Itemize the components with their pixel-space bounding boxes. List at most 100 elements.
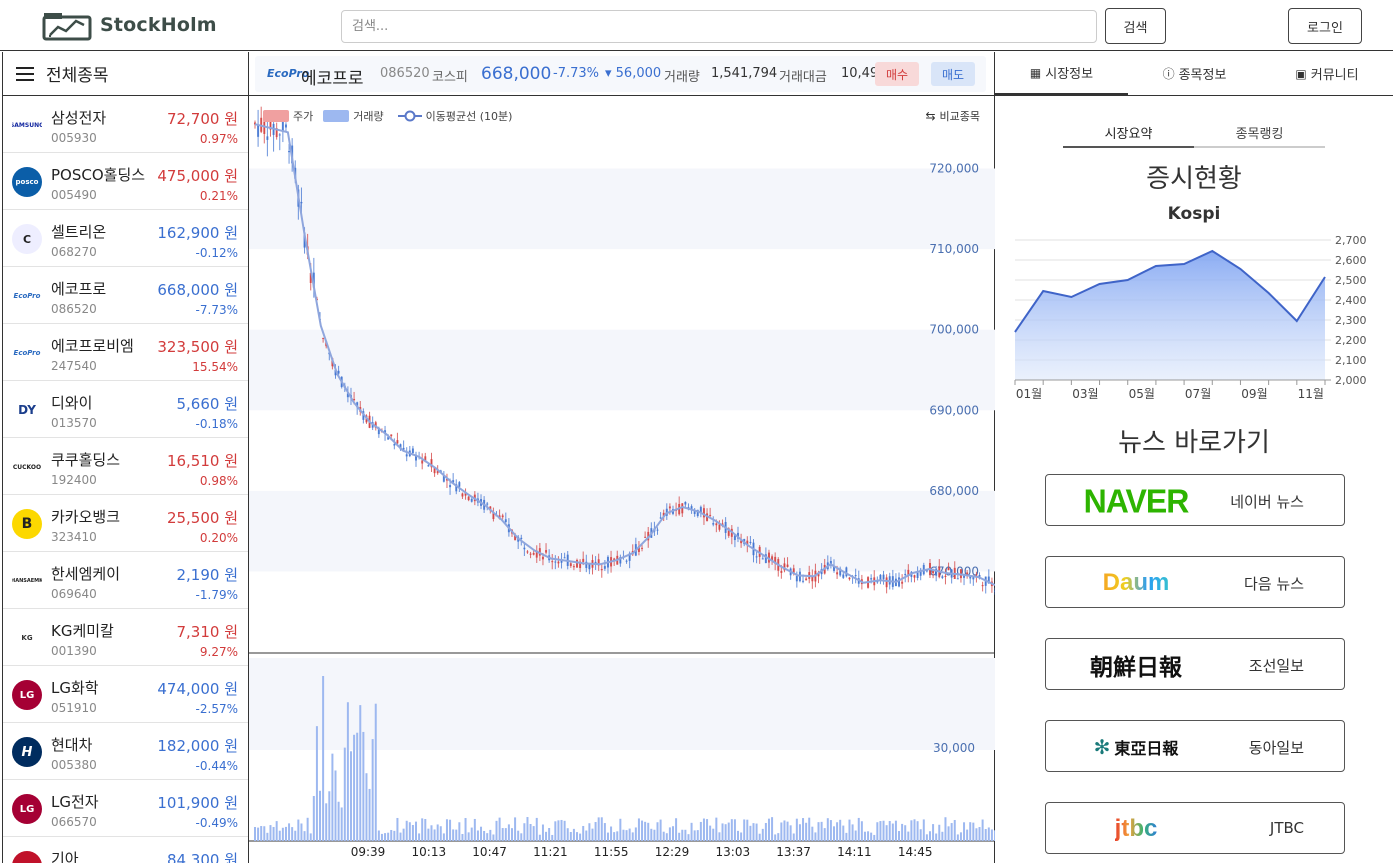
candle-body [356,402,359,408]
candle-body [514,534,517,541]
stock-row[interactable]: KG KG케미칼 001390 7,310 원 9.27% [3,609,248,666]
kospi-chart[interactable]: 2,700 2,600 2,500 2,400 2,300 2,200 2,100 2,000… [995,230,1393,400]
volume-bar [368,788,371,841]
compare-button[interactable]: ⇆ 비교종목 [925,108,980,124]
stock-row[interactable]: C 셀트리온 068270 162,900 원 -0.12% [3,210,248,267]
volume-bar [860,821,863,841]
volume-bar [458,822,461,841]
stock-row[interactable]: EcoPro 에코프로 086520 668,000 원 -7.73% [3,267,248,324]
stock-row[interactable]: HANSAEMK 한세엠케이 069640 2,190 원 -1.79% [3,552,248,609]
buy-button[interactable]: 매수 [875,62,919,86]
compare-label: 비교종목 [939,110,980,123]
stock-list: SAMSUNG 삼성전자 005930 72,700 원 0.97% posco POSCO… [3,96,248,863]
candle-body [771,556,774,561]
candle-body [898,577,901,587]
candle-body [619,557,622,564]
candle-body [687,507,690,509]
volume-bar [387,832,390,841]
volume-bar [755,823,758,841]
stock-row[interactable]: EcoPro 에코프로비엠 247540 323,500 원 15.54% [3,324,248,381]
menu-icon[interactable] [16,66,34,81]
volume-bar [746,819,749,841]
volume-bar [984,829,987,841]
kospi-title: Kospi [1167,204,1221,224]
candle-body [461,493,464,497]
volume-bar [288,823,291,841]
volume-bar [572,828,575,841]
volume-bar [504,828,507,841]
candle-body [693,509,696,514]
candle-body [254,122,256,125]
tab-stock-info[interactable]: ⓘ 종목정보 [1128,52,1261,95]
volume-bar [427,828,430,841]
volume-bar [563,820,566,841]
stock-row[interactable]: CUCKOO 쿠쿠홀딩스 192400 16,510 원 0.98% [3,438,248,495]
tab-market-info[interactable]: ▦ 시장정보 [995,52,1128,95]
app-logo[interactable]: StockHolm [42,9,217,41]
subtab-market-summary[interactable]: 시장요약 [1063,118,1194,148]
volume-bar [944,817,947,841]
volume-bar [922,819,925,841]
stock-row[interactable]: posco POSCO홀딩스 005490 475,000 원 0.21% [3,153,248,210]
legend-price[interactable]: 주가 [293,110,314,123]
kospi-line [1014,249,1326,333]
sell-button[interactable]: 매도 [931,62,975,86]
jtbc-news-label: JTBC [1269,819,1304,837]
candle-body [913,575,916,578]
naver-news-button[interactable]: NAVER 네이버 뉴스 [1045,474,1345,526]
volume-bar [780,822,783,841]
candle-body [767,552,770,563]
candle-body [817,572,820,577]
volume-bar [356,732,359,841]
candle-body [845,567,848,577]
volume-bar [560,819,563,841]
volume-bar [981,819,984,841]
volume-bar [380,833,383,841]
candle-body [415,454,418,461]
candle-body [532,552,535,555]
stock-row[interactable]: KIA 기아 84,300 원 [3,837,248,863]
legend-ma[interactable]: 이동평균선 (10분) [425,110,513,123]
daum-news-button[interactable]: Daum 다음 뉴스 [1045,556,1345,608]
candle-body [832,566,835,571]
stock-row[interactable]: LG LG화학 051910 474,000 원 -2.57% [3,666,248,723]
volume-bar [724,824,727,841]
stock-price: 101,900 원 [157,794,238,812]
stock-row[interactable]: SAMSUNG 삼성전자 005930 72,700 원 0.97% [3,96,248,153]
candle-body [424,456,427,462]
stock-row[interactable]: B 카카오뱅크 323410 25,500 원 0.20% [3,495,248,552]
stock-code: 247540 [51,359,97,373]
donga-news-button[interactable]: ✻ 東亞日報 동아일보 [1045,720,1345,772]
stock-row[interactable]: LG LG전자 066570 101,900 원 -0.49% [3,780,248,837]
chosun-news-label: 조선일보 [1248,657,1304,675]
tab-stock-info-label: 종목정보 [1178,68,1227,83]
search-button[interactable]: 검색 [1105,8,1166,44]
login-button[interactable]: 로그인 [1288,8,1362,44]
chosun-news-button[interactable]: 朝鮮日報 조선일보 [1045,638,1345,690]
volume-bar [978,827,981,841]
candle-body [854,575,857,577]
legend-volume[interactable]: 거래량 [353,110,384,123]
price-chart[interactable]: 720,000710,000700,000690,000680,000670,0… [249,96,995,863]
search-input[interactable] [341,10,1097,43]
volume-bar [712,828,715,841]
subtab-stock-ranking[interactable]: 종목랭킹 [1194,118,1325,148]
volume-bar [328,791,331,841]
x-tick-label: 10:13 [412,845,447,859]
volume-bar [932,824,935,841]
volume-bar [291,827,294,841]
volume-bar [254,827,256,841]
y-tick-label: 680,000 [929,484,979,498]
candle-body [972,577,975,580]
jtbc-news-button[interactable]: JTBC JTBC [1045,802,1345,854]
candle-body [312,272,315,288]
stock-row[interactable]: DY 디와이 013570 5,660 원 -0.18% [3,381,248,438]
moving-average-line [254,123,995,586]
right-panel: ▦ 시장정보 ⓘ 종목정보 ▣ 커뮤니티 시장요약 종목랭킹 증시현황 Kosp… [995,52,1393,863]
volume-bar [585,830,588,841]
tab-community[interactable]: ▣ 커뮤니티 [1261,52,1393,95]
stock-row[interactable]: H 현대차 005380 182,000 원 -0.44% [3,723,248,780]
volume-bar [535,817,538,841]
volume-bar [842,825,845,841]
volume-bar [579,833,582,841]
